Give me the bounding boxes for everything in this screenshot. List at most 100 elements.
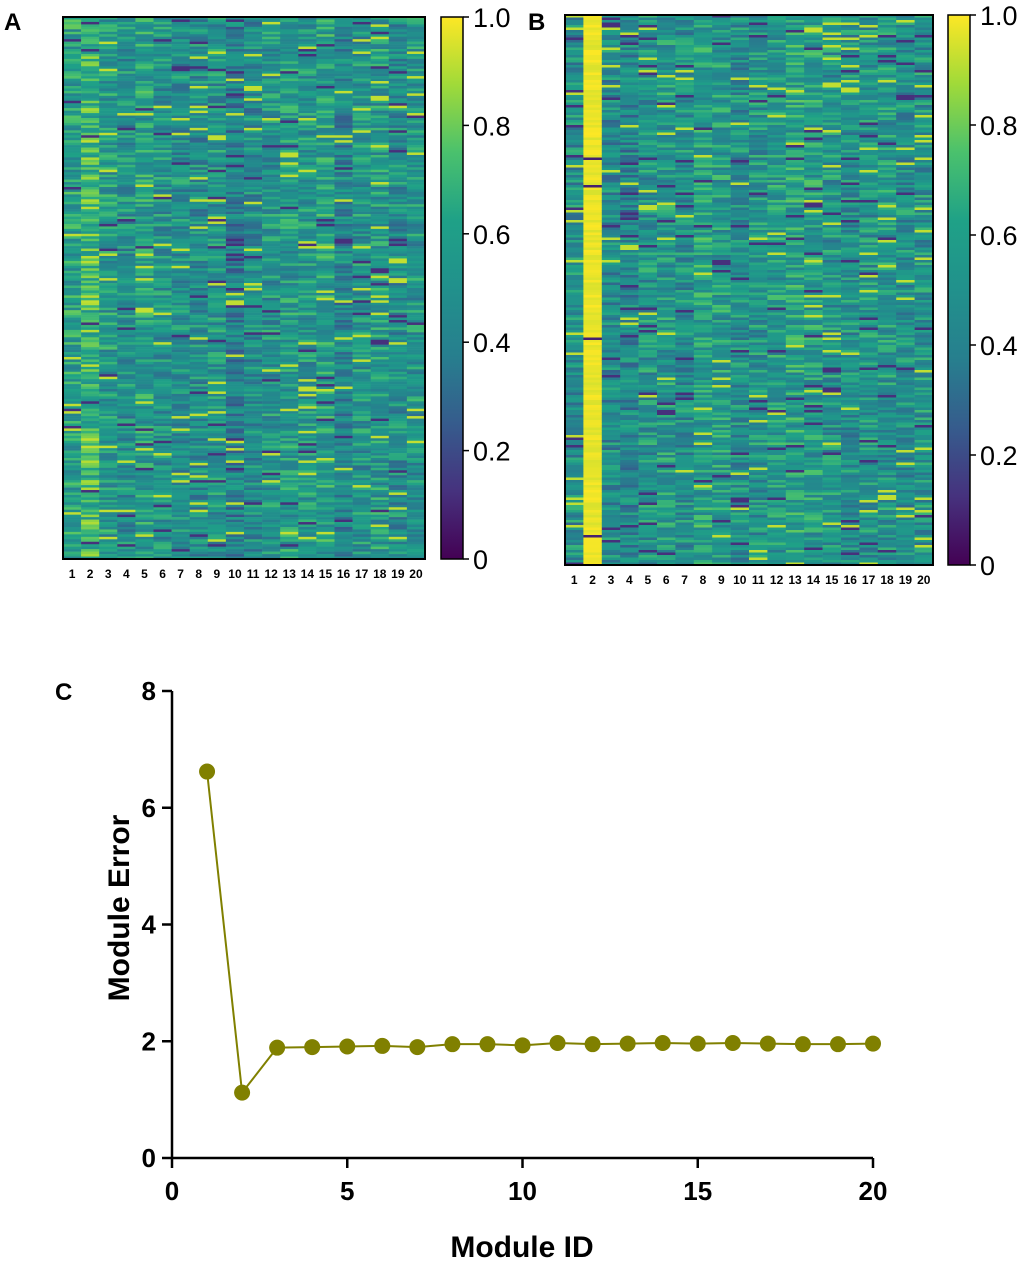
heatmap-cell bbox=[81, 494, 100, 498]
heatmap-cell bbox=[99, 371, 118, 375]
heatmap-cell bbox=[207, 125, 227, 129]
heatmap-cell bbox=[135, 63, 154, 67]
heatmap-cell bbox=[388, 556, 408, 560]
heatmap-cell bbox=[117, 26, 136, 30]
heatmap-cell bbox=[583, 557, 603, 561]
heatmap-cell bbox=[334, 248, 353, 252]
heatmap-cell bbox=[225, 519, 245, 523]
heatmap-cell bbox=[153, 524, 172, 528]
heatmap-cell bbox=[135, 103, 154, 106]
heatmap-cell bbox=[316, 204, 335, 207]
heatmap-cell bbox=[63, 536, 82, 540]
heatmap-cell bbox=[406, 465, 426, 469]
heatmap-cell bbox=[262, 81, 281, 84]
heatmap-cell bbox=[81, 36, 100, 40]
heatmap-cell bbox=[135, 221, 154, 225]
heatmap-cell bbox=[334, 201, 353, 205]
heatmap-cell bbox=[81, 26, 100, 30]
heatmap-cell bbox=[583, 362, 603, 366]
heatmap-cell bbox=[117, 273, 136, 276]
heatmap-cell bbox=[153, 167, 172, 171]
heatmap-cell bbox=[63, 408, 82, 412]
heatmap-cell bbox=[117, 76, 136, 79]
heatmap-cell bbox=[99, 251, 118, 254]
heatmap-cell bbox=[225, 268, 245, 272]
heatmap-cell bbox=[189, 497, 209, 501]
heatmap-cell bbox=[262, 509, 281, 513]
heatmap-cell bbox=[298, 179, 317, 183]
panel-b: B 1 2 3 4 5 6 7 8 9 10 11 12 13 14 15 16 17 18 19 20 00.20.… bbox=[528, 1, 1018, 587]
heatmap-cell bbox=[334, 472, 353, 476]
heatmap-cell bbox=[334, 191, 353, 195]
heatmap-cell bbox=[225, 174, 245, 178]
heatmap-cell bbox=[370, 76, 390, 79]
heatmap-cell bbox=[406, 169, 426, 173]
heatmap-cell bbox=[583, 482, 603, 486]
heatmap-cell bbox=[316, 184, 335, 188]
heatmap-cell bbox=[171, 137, 190, 141]
heatmap-cell bbox=[565, 357, 584, 361]
heatmap-cell bbox=[298, 421, 317, 424]
heatmap-cell bbox=[352, 292, 371, 296]
heatmap-cell bbox=[583, 262, 603, 266]
heatmap-cell bbox=[171, 408, 190, 412]
heatmap-cell bbox=[370, 231, 390, 235]
heatmap-cell bbox=[352, 455, 371, 459]
heatmap-cell bbox=[406, 320, 426, 323]
heatmap-cell bbox=[583, 207, 603, 211]
heatmap-cell bbox=[334, 300, 353, 304]
heatmap-cell bbox=[352, 386, 371, 390]
heatmap-cell bbox=[171, 34, 190, 38]
heatmap-cell bbox=[583, 467, 603, 471]
heatmap-cell bbox=[280, 354, 299, 358]
heatmap-cell bbox=[189, 186, 209, 190]
heatmap-cell bbox=[388, 329, 408, 333]
heatmap-cell bbox=[225, 499, 245, 503]
heatmap-cell bbox=[565, 465, 584, 468]
heatmap-cell bbox=[280, 556, 299, 560]
heatmap-cell bbox=[117, 428, 136, 432]
heatmap-cell bbox=[406, 150, 426, 153]
heatmap-cell bbox=[316, 283, 335, 286]
heatmap-cell bbox=[352, 241, 371, 244]
heatmap-cell bbox=[280, 361, 299, 365]
heatmap-cell bbox=[207, 159, 227, 163]
heatmap-cell bbox=[370, 421, 390, 424]
heatmap-cell bbox=[565, 367, 584, 371]
heatmap-cell bbox=[117, 411, 136, 414]
heatmap-cell bbox=[601, 175, 621, 178]
heatmap-cell bbox=[352, 480, 371, 483]
heatmap-cell bbox=[565, 345, 584, 348]
heatmap-cell bbox=[244, 169, 263, 173]
heatmap-cell bbox=[316, 514, 335, 518]
heatmap-cell bbox=[63, 305, 82, 309]
heatmap-cell bbox=[244, 472, 263, 476]
heatmap-cell bbox=[63, 475, 82, 478]
heatmap-cell bbox=[135, 445, 154, 449]
heatmap-cell bbox=[135, 443, 154, 446]
heatmap-cell bbox=[565, 412, 584, 416]
heatmap-cell bbox=[388, 534, 408, 538]
heatmap-cell bbox=[406, 39, 426, 42]
heatmap-cell bbox=[135, 477, 154, 481]
heatmap-cell bbox=[135, 398, 154, 402]
heatmap-cell bbox=[81, 300, 100, 304]
heatmap-cell bbox=[565, 452, 584, 456]
heatmap-cell bbox=[262, 539, 281, 543]
heatmap-cell bbox=[189, 300, 209, 304]
heatmap-cell bbox=[153, 85, 172, 89]
heatmap-cell bbox=[225, 150, 245, 153]
heatmap-cell bbox=[81, 512, 100, 515]
heatmap-cell bbox=[81, 517, 100, 520]
heatmap-cell bbox=[244, 63, 263, 67]
heatmap-cell bbox=[334, 83, 353, 87]
heatmap-cell bbox=[171, 490, 190, 493]
heatmap-cell bbox=[81, 258, 100, 262]
heatmap-cell bbox=[352, 24, 371, 28]
heatmap-cell bbox=[583, 367, 603, 371]
heatmap-cell bbox=[189, 507, 209, 511]
heatmap-cell bbox=[298, 268, 317, 272]
heatmap-cell bbox=[388, 485, 408, 488]
heatmap-cell bbox=[189, 177, 209, 180]
heatmap-cell bbox=[406, 44, 426, 47]
